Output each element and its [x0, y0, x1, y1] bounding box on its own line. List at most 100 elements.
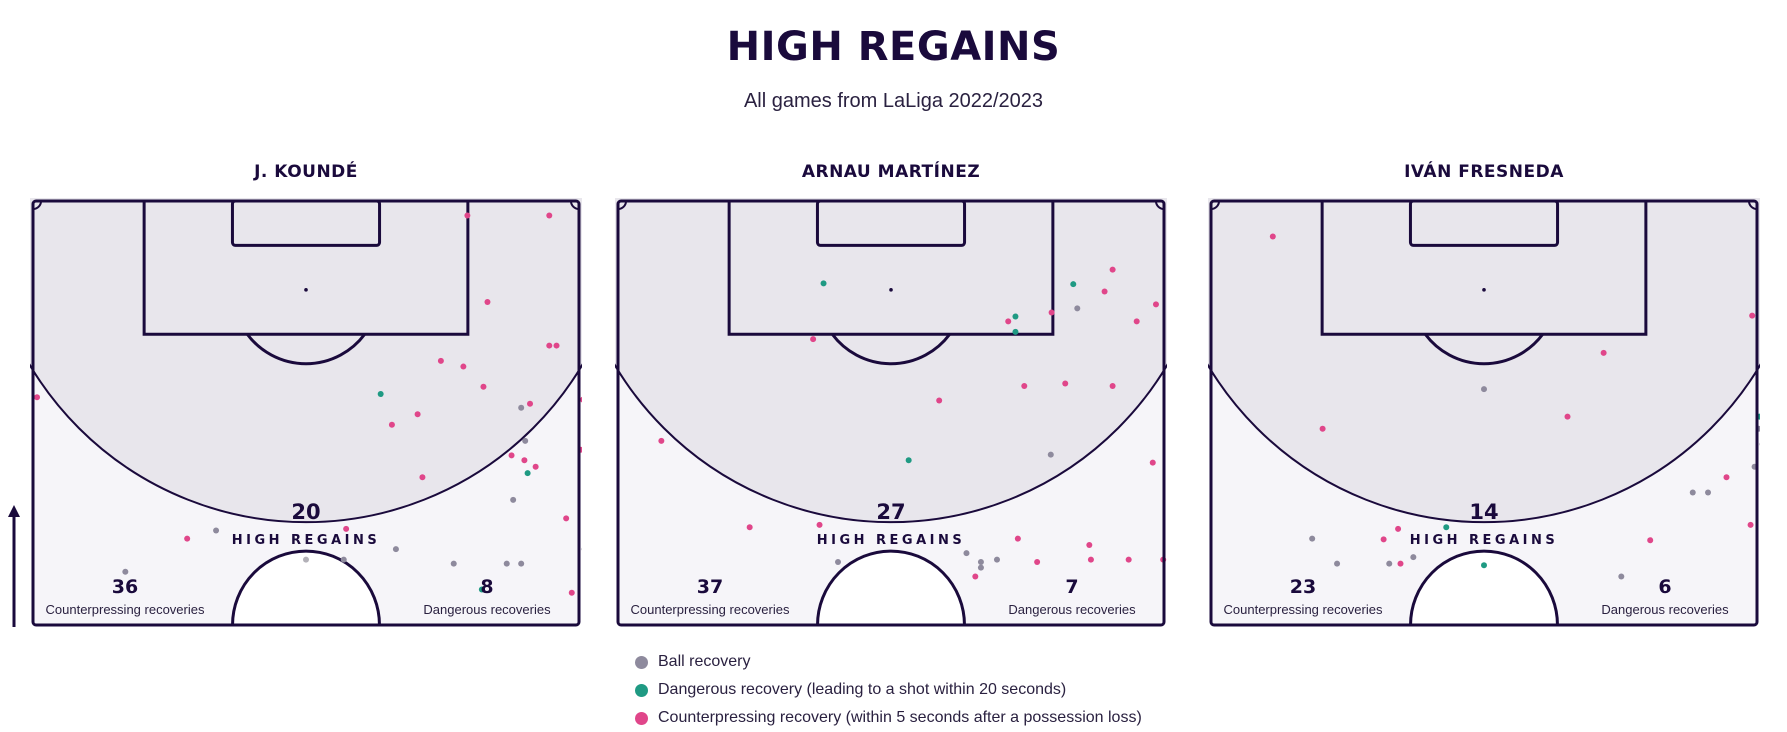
dangerous-count: 6	[1658, 576, 1671, 598]
high-regains-count: 14	[1469, 500, 1498, 524]
chart-subtitle: All games from LaLiga 2022/2023	[743, 90, 1044, 112]
recovery-point	[1481, 386, 1487, 393]
dangerous-label: Dangerous recoveries	[423, 602, 551, 617]
chart-title: HIGH REGAINS	[726, 24, 1061, 70]
recovery-point	[977, 559, 984, 566]
recovery-point	[450, 560, 457, 567]
pitch-border	[1209, 199, 1759, 627]
high-regains-label: HIGH REGAINS	[232, 533, 381, 548]
counterpressing-count: 36	[112, 576, 138, 598]
recovery-point	[1152, 301, 1159, 308]
recovery-point	[392, 546, 399, 553]
recovery-point	[478, 586, 485, 593]
recovery-point	[816, 521, 823, 528]
recovery-point	[1086, 542, 1093, 549]
recovery-point	[510, 496, 517, 503]
recovery-point	[546, 342, 553, 349]
high-regain-zone	[615, 198, 1167, 524]
panel-title: ARNAU MARTÍNEZ	[801, 162, 981, 182]
recovery-point	[1749, 312, 1756, 319]
recovery-point	[1395, 525, 1402, 532]
penalty-arc	[1424, 333, 1544, 366]
recovery-point	[820, 280, 827, 287]
legend-item-dangerous-recovery: Dangerous recovery (leading to a shot wi…	[635, 676, 1142, 704]
pitch-chart: 20 HIGH REGAINS 36 Counterpressing recoveri…	[30, 198, 582, 627]
recovery-point	[1410, 554, 1417, 561]
high-regains-count: 20	[291, 500, 320, 524]
recovery-point	[377, 391, 384, 398]
recovery-point	[184, 535, 191, 542]
recovery-point	[518, 560, 525, 567]
recovery-point	[437, 357, 444, 364]
recovery-point	[553, 342, 560, 349]
panel-title: J. KOUNDÉ	[254, 162, 358, 182]
recovery-point	[343, 525, 350, 532]
recovery-point	[1014, 535, 1021, 542]
penalty-arc	[831, 333, 951, 366]
recovery-point	[993, 556, 1000, 563]
panel-player-1: J. KOUNDÉ 20 HIGH REGAINS 36 Counterpressin…	[30, 160, 582, 630]
recovery-point	[580, 396, 582, 403]
legend-item-ball-recovery: Ball recovery	[635, 648, 1142, 676]
recovery-point	[936, 397, 943, 404]
recovery-point	[905, 457, 912, 464]
recovery-point	[1125, 556, 1132, 563]
counterpressing-label: Counterpressing recoveries	[631, 602, 790, 617]
penalty-spot	[889, 288, 893, 292]
panel-player-3: IVÁN FRESNEDA 14 HIGH REGAINS 23 Counterpre…	[1208, 160, 1760, 630]
recovery-point	[1647, 537, 1654, 544]
recovery-point	[810, 336, 817, 343]
recovery-point	[524, 470, 531, 477]
recovery-point	[568, 589, 575, 596]
recovery-point	[340, 556, 347, 563]
recovery-point	[1034, 559, 1041, 566]
high-regains-count: 27	[876, 500, 905, 524]
recovery-point	[532, 463, 539, 470]
dangerous-label: Dangerous recoveries	[1008, 602, 1136, 617]
recovery-point	[1070, 281, 1077, 288]
recovery-point	[503, 560, 510, 567]
recovery-point	[835, 559, 842, 566]
recovery-point	[658, 437, 665, 444]
dangerous-count: 7	[1065, 576, 1078, 598]
recovery-point	[1397, 560, 1404, 567]
dangerous-count: 8	[480, 576, 493, 598]
recovery-point	[303, 556, 309, 563]
counterpressing-label: Counterpressing recoveries	[1224, 602, 1383, 617]
recovery-point	[1048, 309, 1055, 316]
recovery-point	[972, 573, 979, 580]
recovery-point	[1380, 536, 1387, 543]
pitch-chart: 14 HIGH REGAINS 23 Counterpressing recoveri…	[1208, 198, 1760, 627]
recovery-point	[419, 474, 426, 481]
recovery-point	[1334, 560, 1341, 567]
attack-direction-arrow-icon	[8, 505, 20, 627]
recovery-point	[484, 298, 491, 305]
recovery-point	[1481, 562, 1487, 569]
recovery-point	[414, 411, 421, 418]
panel-title: IVÁN FRESNEDA	[1404, 162, 1564, 182]
high-regains-label: HIGH REGAINS	[1410, 533, 1559, 548]
recovery-point	[1005, 318, 1012, 325]
recovery-point	[1133, 318, 1140, 325]
recovery-point	[1705, 489, 1712, 496]
recovery-point	[1012, 313, 1019, 320]
recovery-point	[1109, 266, 1116, 273]
recovery-point	[521, 457, 528, 464]
high-regain-zone	[30, 198, 582, 524]
legend-dot-icon	[635, 655, 648, 669]
penalty-spot	[304, 288, 308, 292]
recovery-point	[546, 212, 553, 219]
pitch-chart: 27 HIGH REGAINS 37 Counterpressing recoveri…	[615, 198, 1167, 627]
counterpressing-count: 23	[1290, 576, 1316, 598]
legend-item-counterpressing-recovery: Counterpressing recovery (within 5 secon…	[635, 704, 1142, 732]
recovery-point	[1021, 382, 1028, 389]
recovery-point	[563, 515, 570, 522]
recovery-point	[1723, 474, 1730, 481]
legend: Ball recovery Dangerous recovery (leadin…	[635, 648, 1142, 732]
recovery-point	[1689, 489, 1696, 496]
recovery-point	[1074, 305, 1081, 312]
recovery-point	[1443, 524, 1450, 531]
counterpressing-label: Counterpressing recoveries	[46, 602, 205, 617]
high-regain-zone	[1208, 198, 1760, 524]
counterpressing-count: 37	[697, 576, 723, 598]
